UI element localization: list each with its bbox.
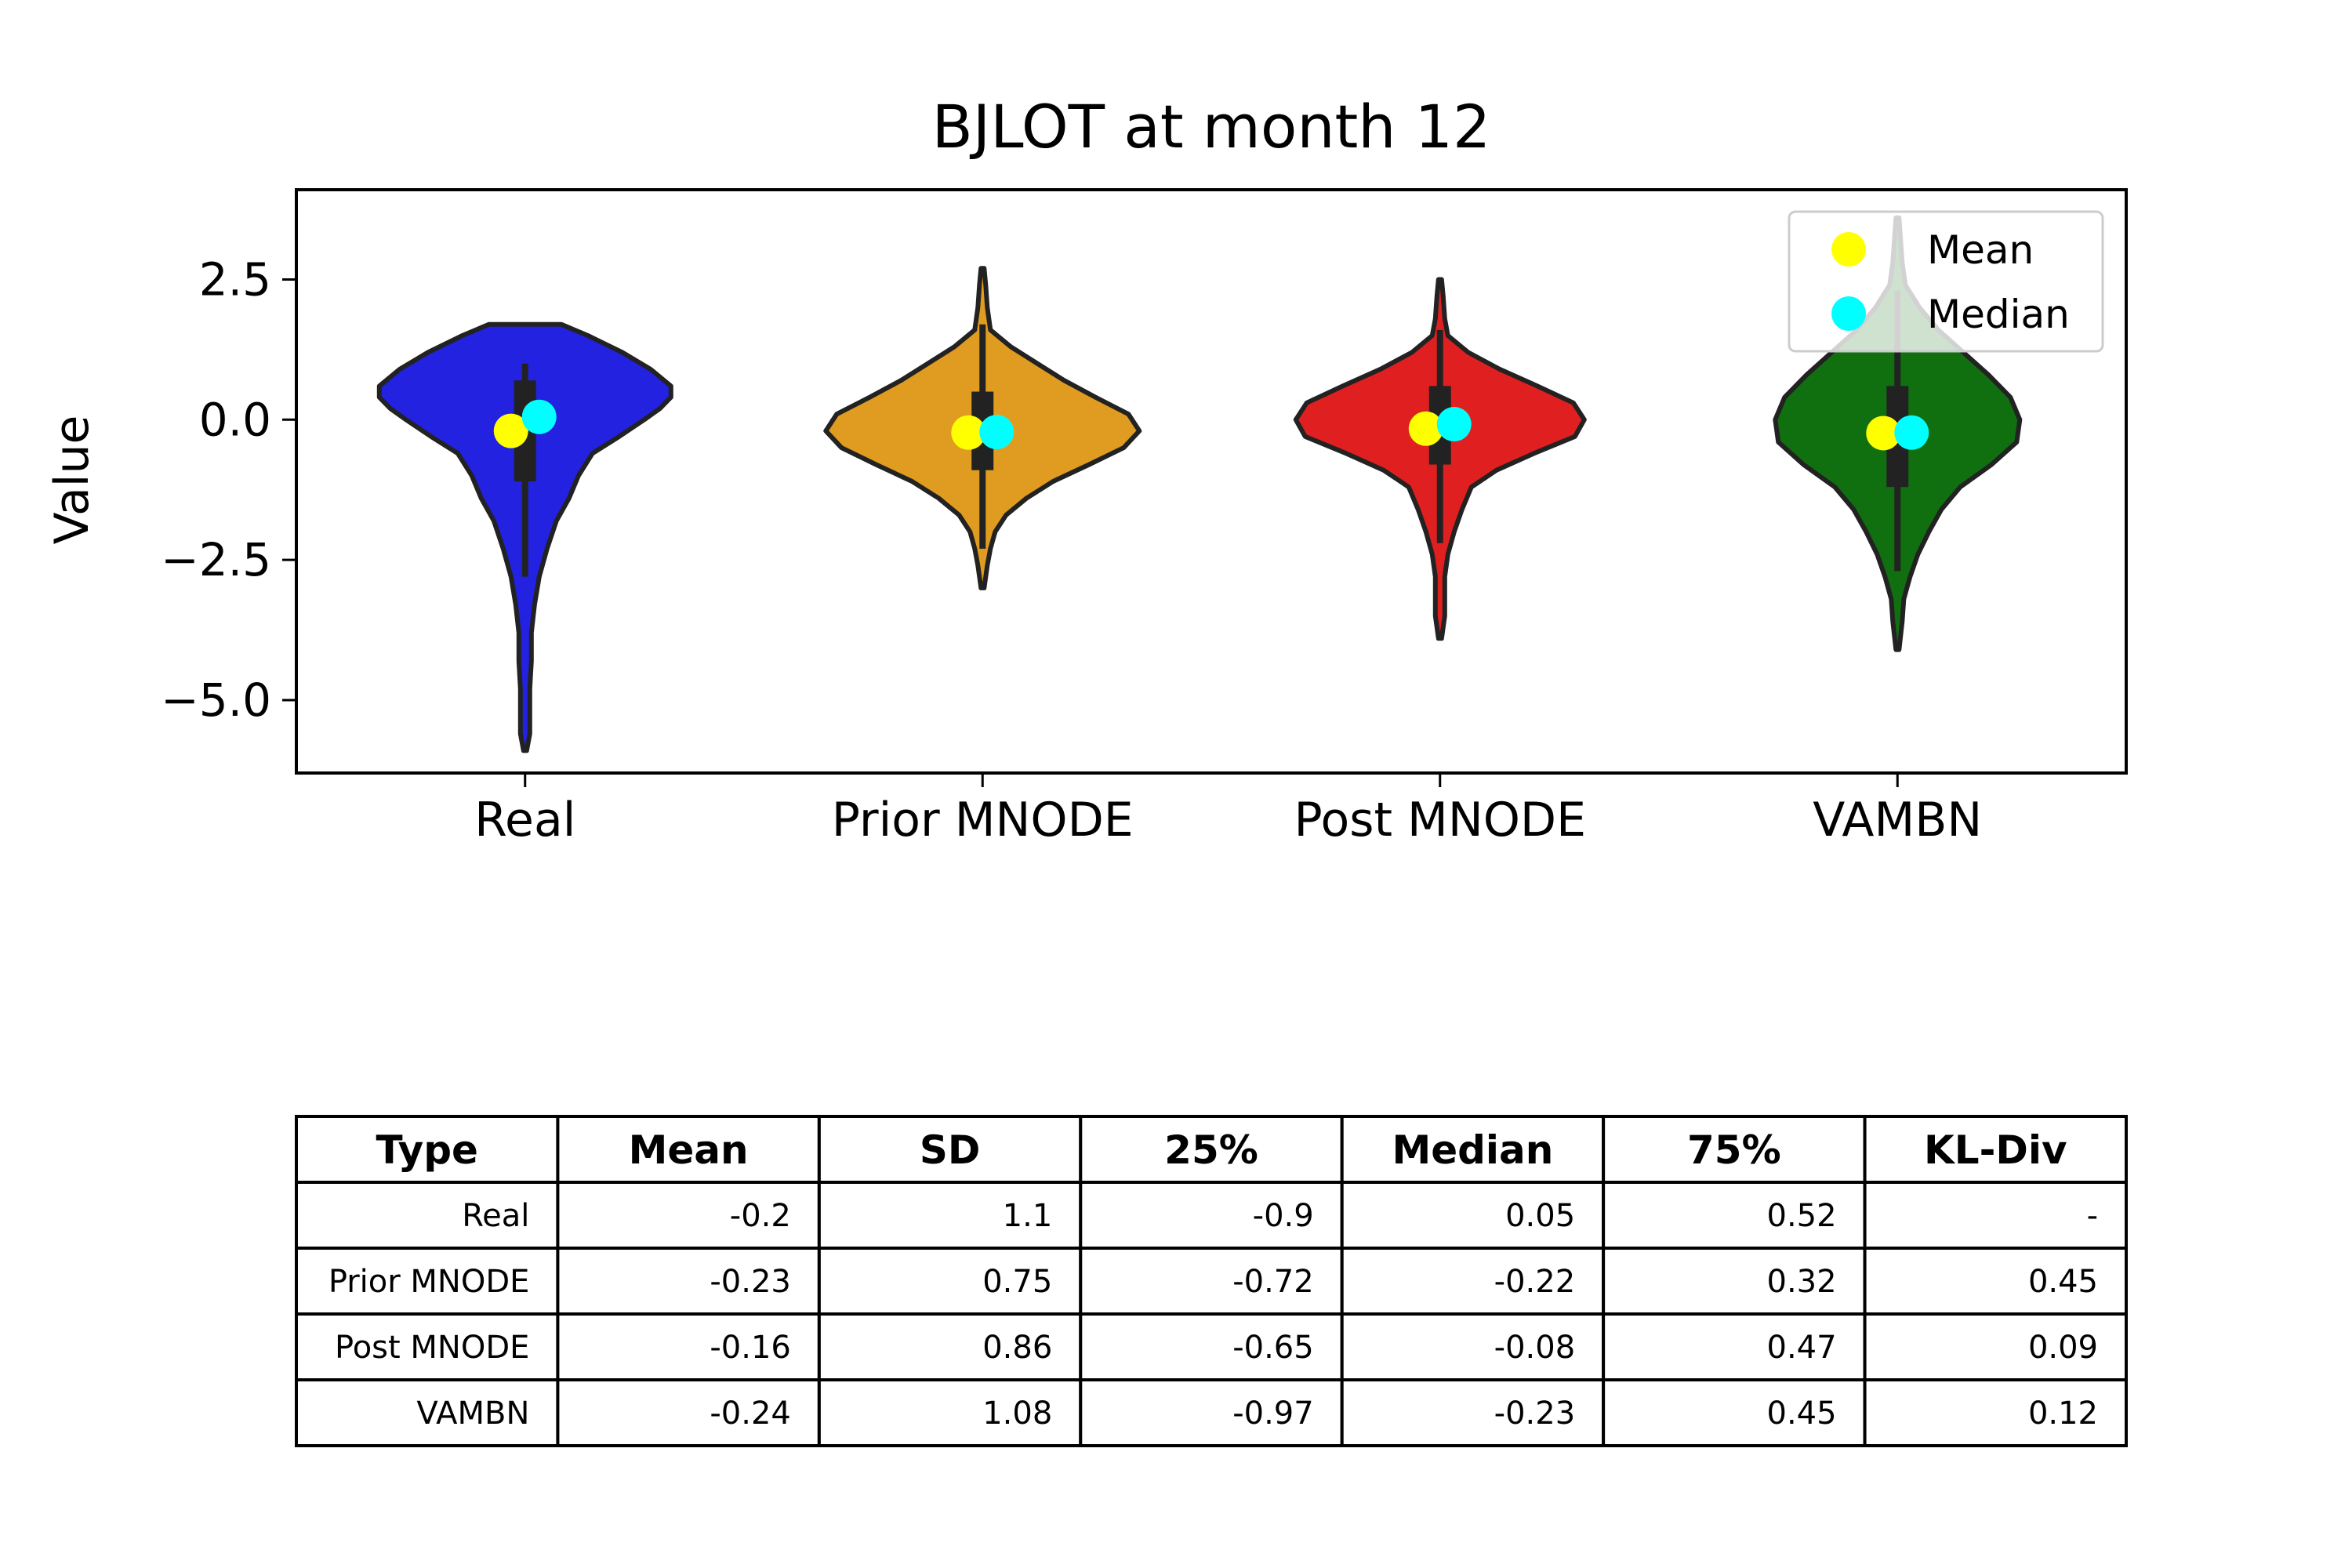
table-cell-value: -0.23 xyxy=(710,1264,791,1300)
table-cell-value: -0.23 xyxy=(1494,1396,1576,1432)
table-cell-value: -0.9 xyxy=(1253,1198,1314,1234)
table-header-label: SD xyxy=(920,1127,981,1173)
table-cell-value: 0.32 xyxy=(1767,1264,1837,1300)
table-cell xyxy=(1079,1181,1344,1250)
table-header-cell xyxy=(295,1115,560,1184)
table-header-label: Mean xyxy=(629,1127,749,1173)
statistics-table: Type Mean SD 25% Median 75% KL-Div Real -0.2 1.1 -… xyxy=(295,1115,2129,1447)
y-tick-label: 2.5 xyxy=(199,252,271,306)
table-cell-value: -0.97 xyxy=(1232,1396,1314,1432)
median-point xyxy=(521,399,557,434)
table-header-label: Type xyxy=(376,1127,477,1173)
table-row-type: VAMBN xyxy=(416,1396,529,1432)
mean-point xyxy=(1408,411,1443,446)
table-cell-value: -0.08 xyxy=(1494,1330,1576,1366)
y-tick-label: −2.5 xyxy=(161,533,271,586)
table-cell xyxy=(817,1181,1083,1250)
table-row-type: Post MNODE xyxy=(335,1330,529,1366)
table-cell xyxy=(1340,1181,1606,1250)
legend-box xyxy=(1788,210,2104,353)
table-cell-value: -0.65 xyxy=(1232,1330,1314,1366)
table-header-label: Median xyxy=(1392,1127,1553,1173)
table-cell-value: 0.45 xyxy=(1767,1396,1837,1432)
table-cell xyxy=(817,1378,1083,1447)
table-cell-value: -0.16 xyxy=(710,1330,791,1366)
table-cell xyxy=(556,1181,821,1250)
legend-marker-median xyxy=(1831,296,1866,331)
table-cell-value: 0.86 xyxy=(982,1330,1052,1366)
table-cell-value: 0.05 xyxy=(1505,1198,1575,1234)
x-tick-label: Real xyxy=(474,793,575,848)
legend-label-mean: Mean xyxy=(1927,227,2034,273)
x-tick-label: Prior MNODE xyxy=(832,793,1134,848)
mean-point xyxy=(1866,416,1901,451)
table-header-cell xyxy=(1863,1115,2129,1184)
median-point xyxy=(1894,415,1929,450)
table-header-label: 25% xyxy=(1164,1127,1258,1173)
table-cell-value: - xyxy=(2087,1198,2098,1234)
table-cell-value: 0.47 xyxy=(1767,1330,1837,1366)
table-cell-value: -0.24 xyxy=(710,1396,791,1432)
table-header-label: KL-Div xyxy=(1924,1127,2067,1173)
table-row-type: Prior MNODE xyxy=(328,1264,530,1300)
table-cell-value: 0.45 xyxy=(2028,1264,2098,1300)
y-tick-label: −5.0 xyxy=(161,673,271,727)
table-header-label: 75% xyxy=(1687,1127,1781,1173)
table-cell xyxy=(1863,1181,2129,1250)
table-cell xyxy=(1602,1378,1867,1447)
table-cell-value: 0.09 xyxy=(2028,1330,2098,1366)
table-cell-value: 1.08 xyxy=(982,1396,1052,1432)
median-point xyxy=(979,415,1014,450)
table-cell-value: 0.75 xyxy=(982,1264,1052,1300)
table-cell xyxy=(817,1247,1083,1316)
chart-title: BJLOT at month 12 xyxy=(932,92,1491,162)
table-cell xyxy=(556,1378,821,1447)
y-axis-label: Value xyxy=(45,416,100,545)
table-cell xyxy=(1863,1378,2129,1447)
axes-frame xyxy=(295,188,2128,775)
table-cell-value: -0.22 xyxy=(1494,1264,1576,1300)
mean-point xyxy=(493,413,528,448)
mean-point xyxy=(951,415,986,450)
table-cell-value: -0.72 xyxy=(1232,1264,1314,1300)
table-cell-value: -0.2 xyxy=(730,1198,791,1234)
x-tick-label: VAMBN xyxy=(1813,793,1982,848)
x-tick-label: Post MNODE xyxy=(1294,793,1586,848)
table-cell xyxy=(295,1247,560,1316)
median-point xyxy=(1436,407,1472,442)
legend-label-median: Median xyxy=(1927,292,2070,337)
legend-marker-mean xyxy=(1831,232,1866,267)
table-cell xyxy=(1079,1378,1344,1447)
table-row-type: Real xyxy=(462,1198,529,1234)
table-cell-value: 0.12 xyxy=(2028,1396,2098,1432)
table-header-cell xyxy=(556,1115,821,1184)
table-cell-value: 1.1 xyxy=(1003,1198,1053,1234)
plot-area: −5.0 −2.5 0.0 2.5 Real Prior MNODE Post MNODE V… xyxy=(161,188,2128,848)
table-cell-value: 0.52 xyxy=(1767,1198,1837,1234)
table-cell xyxy=(1602,1247,1867,1316)
y-tick-label: 0.0 xyxy=(199,393,271,446)
table-cell xyxy=(1863,1247,2129,1316)
table-cell xyxy=(1602,1181,1867,1250)
legend: Mean Median xyxy=(1788,210,2104,353)
table-cell xyxy=(1340,1247,1606,1316)
